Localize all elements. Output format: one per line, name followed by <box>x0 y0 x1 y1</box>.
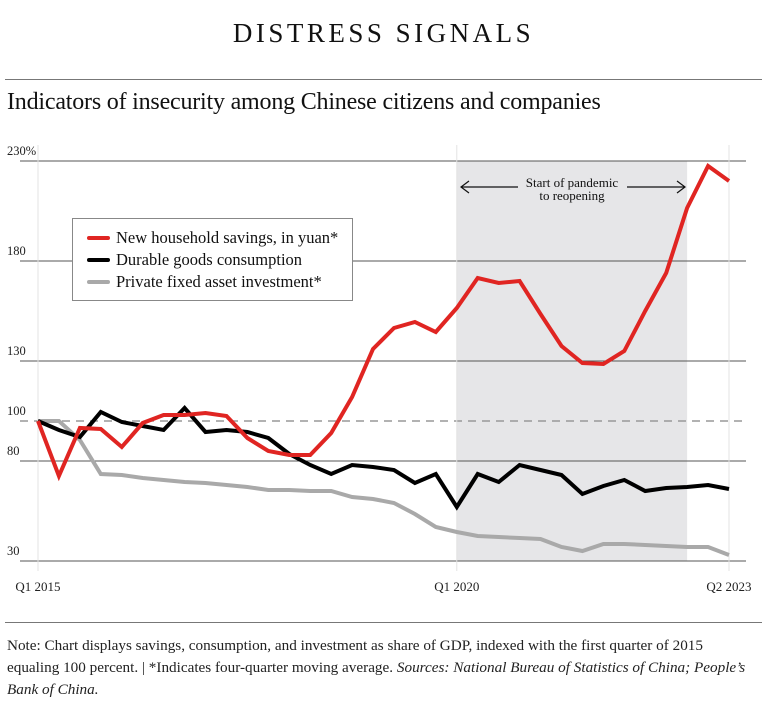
annotation-arrowhead-left <box>460 180 470 194</box>
y-tick-label-130: 130 <box>7 344 26 358</box>
chart-kicker-title: DISTRESS SIGNALS <box>232 18 535 48</box>
series-line-investment <box>38 419 730 557</box>
legend-swatch-durable <box>87 258 110 262</box>
series-line-durable <box>37 405 730 511</box>
x-tick-label-1: Q1 2020 <box>434 579 479 594</box>
legend-label-investment: Private fixed asset investment* <box>116 272 322 291</box>
x-tick-label-0: Q1 2015 <box>15 579 60 594</box>
annotation-text-line2: to reopening <box>539 188 605 203</box>
y-tick-label-80: 80 <box>7 444 20 458</box>
legend-item-investment: Private fixed asset investment* <box>87 271 322 293</box>
chart-legend: New household savings, in yuan* Durable … <box>72 218 353 301</box>
legend-swatch-investment <box>87 280 110 284</box>
series-line-savings <box>36 163 731 482</box>
y-tick-label-100: 100 <box>7 404 26 418</box>
y-tick-label-30: 30 <box>7 544 20 558</box>
top-divider <box>5 79 762 80</box>
bottom-divider <box>5 622 762 623</box>
legend-item-durable: Durable goods consumption <box>87 249 302 271</box>
chart-title: Indicators of insecurity among Chinese c… <box>7 89 601 115</box>
footnote-sources: Sources: National Bureau of Statistics o… <box>7 659 746 698</box>
y-tick-label-180: 180 <box>7 244 26 258</box>
annotation-text-line1: Start of pandemic <box>526 175 619 190</box>
footnote-note: Note: Chart displays savings, consumptio… <box>7 637 703 676</box>
footnote: Note: Chart displays savings, consumptio… <box>7 635 759 701</box>
x-tick-label-2: Q2 2023 <box>706 579 751 594</box>
legend-label-durable: Durable goods consumption <box>116 250 303 269</box>
annotation-arrowhead-right <box>676 180 686 194</box>
y-tick-label-230: 230% <box>7 144 36 158</box>
line-chart: Start of pandemic to reopening 30 80 100 13… <box>7 144 752 594</box>
legend-label-savings: New household savings, in yuan* <box>116 228 339 247</box>
legend-swatch-savings <box>87 236 110 240</box>
legend-item-savings: New household savings, in yuan* <box>87 227 338 249</box>
